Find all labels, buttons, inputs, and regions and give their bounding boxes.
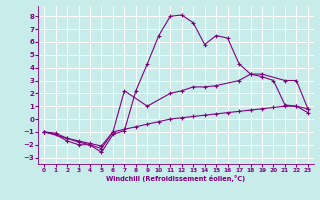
X-axis label: Windchill (Refroidissement éolien,°C): Windchill (Refroidissement éolien,°C) [106, 175, 246, 182]
